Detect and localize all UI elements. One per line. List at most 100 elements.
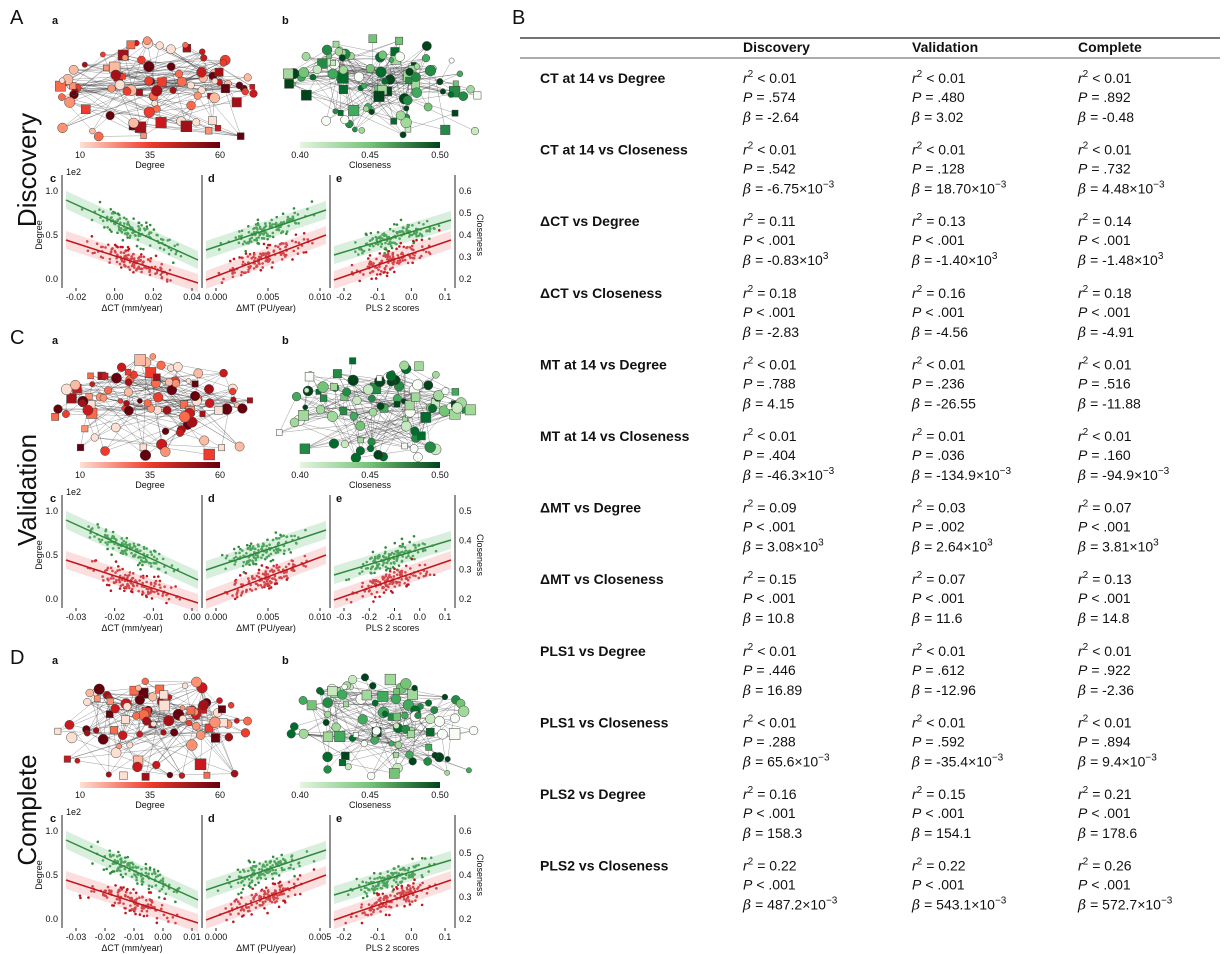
scatter-dot — [79, 897, 82, 900]
scatter-dot — [245, 252, 248, 255]
node — [339, 85, 347, 93]
stat-p: P= .922 — [1078, 662, 1131, 678]
stat-r2: r2< 0.01 — [1078, 355, 1132, 372]
exponent: 3 — [818, 538, 824, 549]
node — [369, 109, 375, 115]
node — [67, 393, 77, 403]
node — [215, 125, 221, 131]
scatter-dot — [261, 564, 264, 567]
node — [111, 70, 121, 80]
node — [382, 78, 388, 84]
node — [142, 773, 149, 780]
brain-label: a — [52, 335, 59, 347]
superscript: 2 — [1083, 713, 1089, 724]
node — [199, 700, 209, 710]
value: < 0.01 — [926, 643, 966, 659]
node — [333, 369, 341, 377]
scatter-dot — [251, 887, 254, 890]
value: < 0.01 — [757, 428, 797, 444]
stat-r2: r2< 0.01 — [912, 141, 966, 158]
node — [345, 764, 351, 770]
node — [192, 119, 200, 127]
node — [170, 87, 177, 94]
node — [231, 770, 238, 777]
stat-beta: β= -6.75×10−3 — [742, 180, 835, 198]
stat-r2: r2= 0.21 — [1078, 785, 1132, 802]
scatter-dot — [139, 247, 142, 250]
scatter-dot — [136, 882, 139, 885]
axis-offset: 1e2 — [66, 167, 81, 177]
node — [186, 378, 191, 383]
scatter-dot — [385, 569, 388, 572]
node — [391, 118, 397, 124]
node — [238, 404, 248, 414]
node — [377, 402, 384, 409]
value: = 0.09 — [757, 500, 797, 516]
value: = 0.15 — [757, 571, 797, 587]
scatter-dot — [311, 200, 314, 203]
node — [218, 445, 224, 451]
node — [393, 752, 398, 757]
y-tick-label: 0.0 — [45, 914, 58, 924]
node — [211, 734, 220, 743]
node — [127, 742, 133, 748]
node — [406, 751, 414, 759]
node — [89, 381, 94, 386]
value: < 0.01 — [926, 714, 966, 730]
scatter-dot — [263, 243, 266, 246]
superscript: 2 — [1083, 141, 1089, 152]
node — [382, 711, 388, 717]
superscript: 2 — [748, 427, 754, 438]
node — [152, 761, 160, 769]
node — [187, 82, 194, 89]
stat-r2: r2= 0.18 — [1078, 284, 1132, 301]
value: = 14.8 — [1090, 610, 1130, 626]
value: = -0.83×10 — [755, 252, 823, 268]
scatter-dot — [376, 892, 379, 895]
scatter-dot — [122, 886, 125, 889]
y-tick-label: 0.2 — [459, 274, 472, 284]
node — [391, 694, 401, 704]
scatter-dot — [117, 565, 120, 568]
node — [339, 66, 347, 74]
node — [200, 55, 207, 62]
superscript: 2 — [917, 355, 923, 366]
node — [137, 398, 142, 403]
value: < .001 — [925, 805, 965, 821]
stat-beta: β= -2.64 — [742, 109, 799, 126]
node — [136, 89, 142, 95]
exponent: −3 — [1153, 180, 1165, 191]
node — [434, 716, 444, 726]
scatter-dot — [145, 596, 148, 599]
scatter-dot — [275, 531, 278, 534]
superscript: 2 — [917, 212, 923, 223]
node — [58, 94, 65, 101]
colorbar-label: Degree — [135, 800, 165, 810]
node — [372, 700, 378, 706]
colorbar-tick: 10 — [75, 150, 85, 160]
row-label: ΔMT vs Closeness — [540, 571, 664, 587]
node — [361, 83, 367, 89]
node — [425, 442, 436, 453]
node — [83, 405, 93, 415]
superscript: 2 — [1083, 212, 1089, 223]
x-tick-label: 0.010 — [309, 612, 332, 622]
exponent: −3 — [823, 466, 835, 477]
symbol: β — [911, 898, 920, 914]
stat-p: P< .001 — [912, 590, 965, 606]
panel-name: Validation — [12, 434, 42, 546]
symbol: P — [1078, 877, 1088, 893]
superscript: 2 — [1083, 857, 1089, 868]
value: = .288 — [756, 733, 796, 749]
scatter-dot — [362, 897, 365, 900]
stat-r2: r2< 0.01 — [743, 713, 797, 730]
stat-beta: β= 4.48×10−3 — [1077, 180, 1165, 198]
symbol: β — [911, 826, 920, 842]
node — [457, 71, 463, 77]
node — [120, 772, 128, 780]
symbol: β — [742, 754, 751, 770]
scatter-dot — [174, 901, 177, 904]
value: < 0.01 — [1092, 142, 1132, 158]
value: = .612 — [925, 662, 965, 678]
node — [428, 404, 437, 413]
